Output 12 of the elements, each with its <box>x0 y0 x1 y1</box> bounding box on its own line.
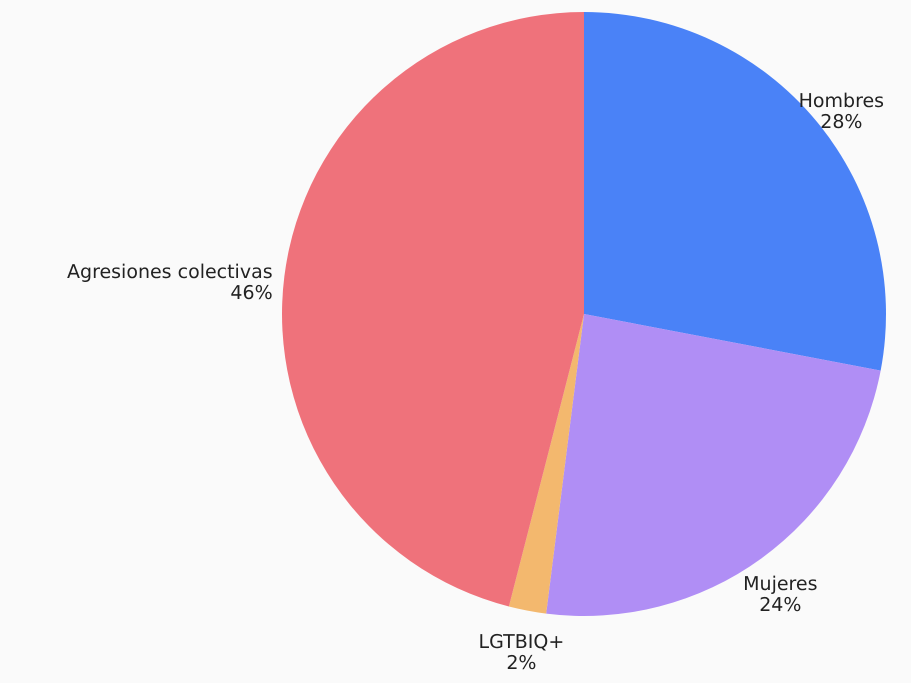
pie-slice <box>508 314 584 614</box>
data-label: 24% <box>759 594 802 616</box>
pie-slice <box>282 12 584 607</box>
slice-label: Mujeres <box>743 573 818 596</box>
data-label: 28% <box>820 111 862 134</box>
pie-slice <box>584 12 886 371</box>
slice-label: LGTBIQ+ <box>478 631 564 654</box>
slice-label: Agresiones colectivas <box>67 261 273 284</box>
slice-label: Hombres <box>798 90 884 112</box>
data-label: 2% <box>506 652 536 674</box>
data-label: 46% <box>230 282 273 304</box>
pie-slice <box>546 314 881 616</box>
